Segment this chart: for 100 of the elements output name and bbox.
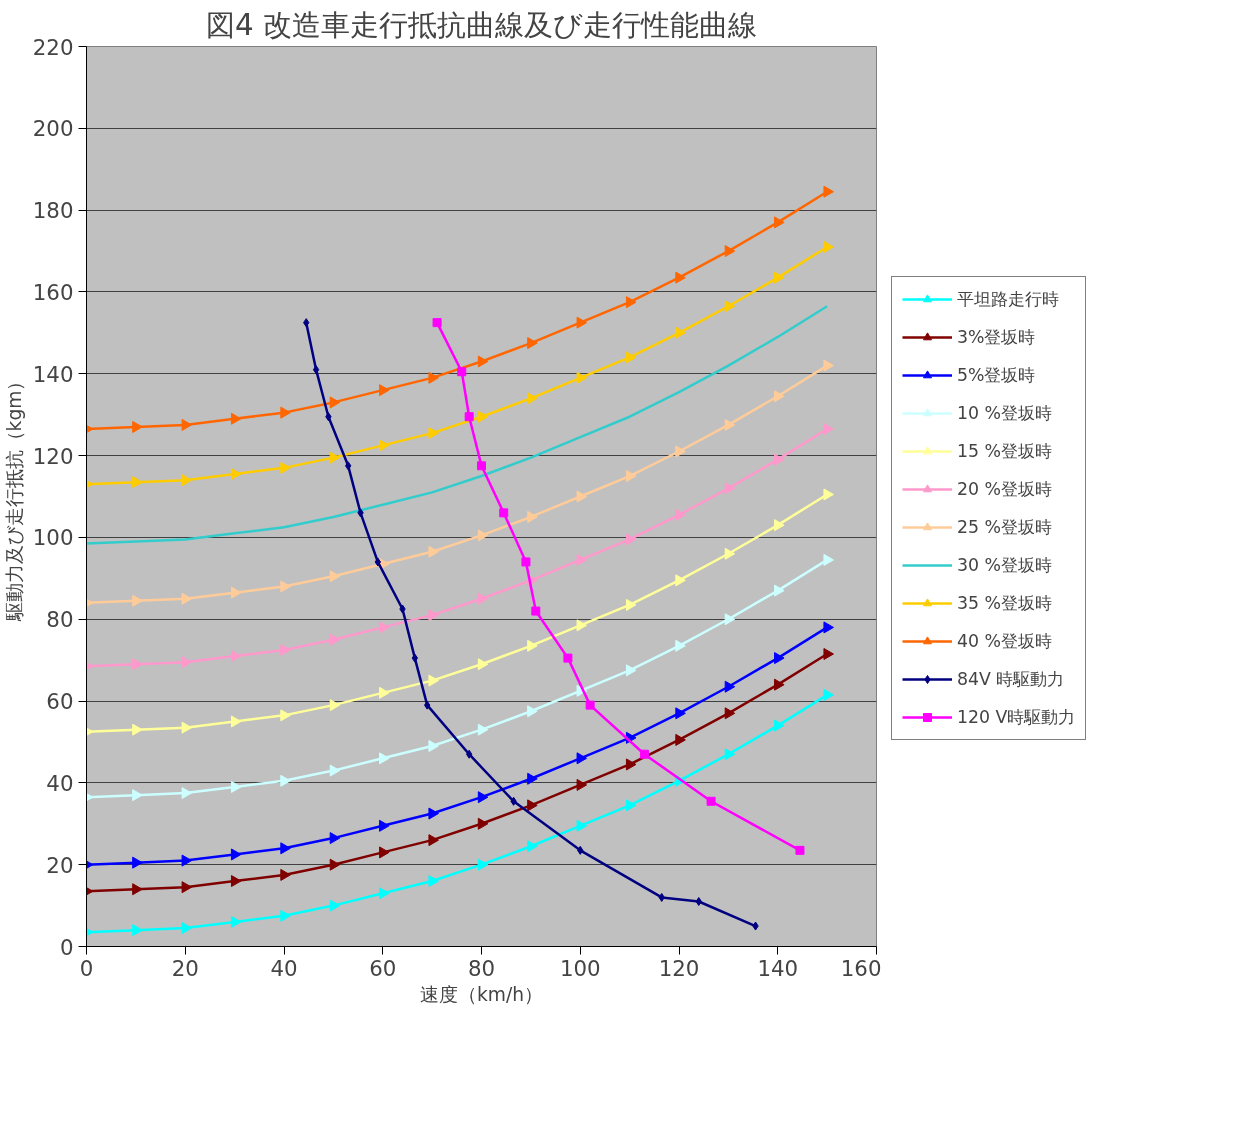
point	[576, 490, 588, 503]
point	[823, 688, 834, 701]
legend-label: 5%登坂時	[957, 363, 1036, 387]
point	[675, 574, 686, 587]
point	[675, 707, 686, 720]
point	[576, 778, 588, 791]
point	[527, 705, 538, 718]
point	[724, 300, 736, 313]
point	[312, 365, 320, 375]
point	[379, 384, 390, 397]
chart-title: 図4 改造車走行抵抗曲線及び走行性能曲線	[206, 7, 757, 42]
point	[576, 371, 588, 384]
point	[329, 832, 341, 845]
x-tick-label: 120	[658, 955, 700, 981]
point	[464, 412, 474, 422]
point	[527, 799, 538, 812]
point	[625, 598, 637, 611]
point	[181, 854, 193, 867]
point	[329, 699, 341, 712]
point	[752, 921, 759, 931]
point	[230, 848, 242, 861]
point	[374, 557, 381, 567]
legend-label: 20 %登坂時	[957, 477, 1053, 501]
point	[531, 606, 541, 616]
x-tick-label: 100	[559, 955, 601, 981]
y-tick-label: 100	[32, 525, 74, 551]
point	[230, 586, 242, 599]
point	[325, 412, 332, 422]
point	[280, 461, 291, 474]
point	[774, 652, 785, 665]
point	[477, 858, 489, 871]
point	[576, 316, 588, 329]
point	[428, 545, 439, 558]
point	[230, 715, 242, 728]
point	[132, 476, 143, 489]
legend-label: 3%登坂時	[957, 325, 1036, 349]
point	[639, 749, 649, 759]
point	[280, 709, 291, 722]
point	[432, 318, 442, 328]
y-tick-label: 220	[32, 34, 74, 60]
point	[724, 418, 736, 431]
point	[563, 653, 573, 663]
point	[230, 650, 242, 663]
point	[675, 639, 686, 652]
legend-label: 平坦路走行時	[957, 287, 1059, 311]
point	[774, 678, 785, 691]
point	[658, 892, 665, 902]
x-tick-label: 140	[757, 955, 799, 981]
point	[329, 451, 341, 464]
point	[280, 406, 291, 419]
point	[724, 680, 736, 693]
point	[675, 271, 686, 284]
point	[329, 899, 341, 912]
point	[774, 719, 785, 732]
legend-label: 15 %登坂時	[957, 439, 1053, 463]
point	[724, 748, 736, 761]
point	[132, 856, 143, 869]
legend-label: 120 V時駆動力	[957, 705, 1076, 729]
point	[280, 868, 291, 881]
point	[774, 584, 785, 597]
point	[181, 787, 193, 800]
point	[576, 752, 588, 765]
point	[823, 423, 834, 435]
point	[576, 619, 588, 632]
legend-label: 84V 時駆動力	[957, 667, 1065, 691]
point	[823, 648, 834, 660]
line-series	[86, 305, 829, 545]
y-tick-label: 180	[32, 198, 74, 224]
point	[357, 508, 364, 518]
x-tick-label: 0	[79, 955, 94, 981]
point	[724, 482, 736, 495]
point	[280, 774, 291, 787]
point	[625, 664, 637, 677]
point	[585, 700, 595, 710]
point	[724, 613, 736, 626]
point	[428, 371, 439, 384]
point	[230, 780, 242, 793]
point	[774, 216, 785, 229]
point	[527, 392, 538, 405]
point	[345, 461, 352, 471]
point	[132, 723, 143, 736]
point	[399, 604, 406, 614]
point	[625, 296, 637, 309]
point	[521, 557, 531, 567]
y-tick-label: 60	[46, 689, 74, 715]
point	[379, 819, 390, 832]
point	[477, 791, 489, 804]
point	[774, 271, 785, 284]
point	[181, 592, 193, 605]
point	[132, 924, 143, 937]
point	[329, 858, 341, 871]
point	[230, 468, 242, 480]
point	[774, 519, 785, 532]
point	[576, 819, 588, 832]
y-tick-label: 160	[32, 279, 74, 305]
point	[329, 570, 341, 583]
point	[724, 707, 736, 720]
point	[774, 390, 785, 403]
point	[706, 796, 716, 806]
point	[181, 656, 193, 669]
